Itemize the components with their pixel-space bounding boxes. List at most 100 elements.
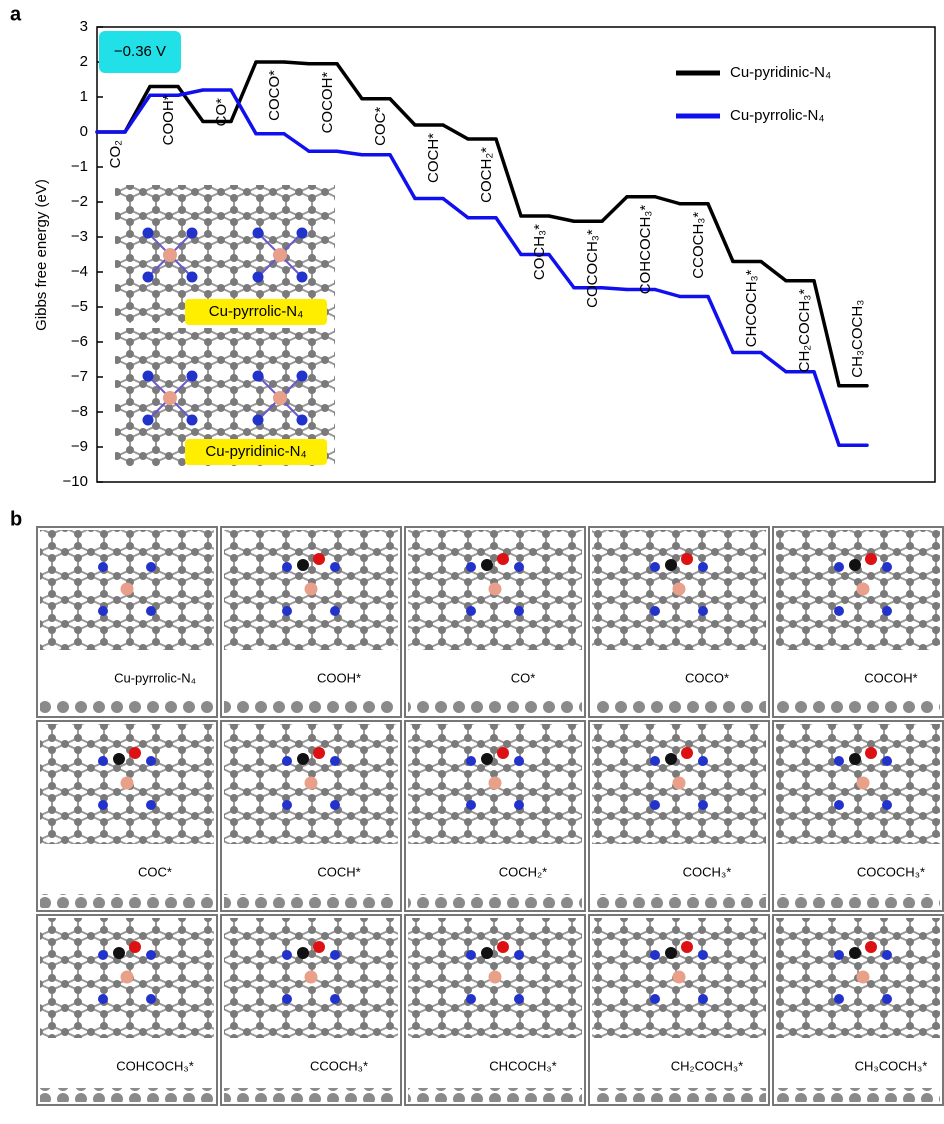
carbon-atom: [849, 947, 861, 959]
cell-label: CH₃COCH₃*: [855, 1058, 928, 1073]
side-view: [224, 1088, 398, 1102]
oxygen-atom: [129, 941, 141, 953]
figure: a b Gibbs free energy (eV) −10−9−8−7−6−5…: [0, 0, 944, 1124]
copper-atom: [489, 583, 502, 596]
step-label: COCH*: [425, 133, 442, 183]
y-tick-label: −8: [71, 403, 88, 420]
panel-letter: b: [10, 508, 22, 530]
connector: [390, 155, 415, 199]
copper-atom: [673, 583, 686, 596]
nitrogen-atom: [698, 994, 708, 1004]
nitrogen-atom: [146, 756, 156, 766]
nitrogen-atom: [98, 994, 108, 1004]
nitrogen-atom: [698, 756, 708, 766]
connector: [125, 95, 150, 132]
connector: [708, 297, 733, 353]
connector: [496, 218, 521, 255]
nitrogen-atom: [650, 800, 660, 810]
inset-label: Cu-pyrrolic-N₄: [209, 303, 303, 320]
step-label: COOH*: [160, 94, 177, 145]
step-label: COHCOCH₃*: [637, 205, 654, 295]
cell-label: COCH*: [317, 864, 360, 879]
step-label: CO₂: [107, 140, 124, 169]
connector: [284, 62, 309, 64]
nitrogen-atom: [330, 562, 340, 572]
nitrogen-atom: [882, 562, 892, 572]
legend-label: Cu-pyridinic-N₄: [730, 64, 831, 81]
cell-label: COCH₂*: [499, 864, 547, 879]
nitrogen-atom: [98, 606, 108, 616]
nitrogen-atom: [143, 228, 154, 239]
oxygen-atom: [313, 747, 325, 759]
carbon-atom: [297, 753, 309, 765]
nitrogen-atom: [146, 562, 156, 572]
nitrogen-atom: [297, 228, 308, 239]
connector: [549, 216, 574, 221]
nitrogen-atom: [650, 756, 660, 766]
nitrogen-atom: [834, 950, 844, 960]
step-label: COCOH*: [319, 72, 336, 134]
y-tick-label: −7: [71, 368, 88, 385]
nitrogen-atom: [253, 415, 264, 426]
step-label: COC*: [372, 107, 389, 146]
oxygen-atom: [497, 747, 509, 759]
copper-atom: [305, 777, 318, 790]
step-label: CH₃COCH₃: [849, 300, 866, 378]
oxygen-atom: [497, 553, 509, 565]
copper-atom: [489, 971, 502, 984]
step-label: CCOCH₃*: [690, 212, 707, 279]
y-tick-label: −4: [71, 263, 88, 280]
nitrogen-atom: [146, 950, 156, 960]
nitrogen-atom: [698, 562, 708, 572]
nitrogen-atom: [297, 272, 308, 283]
nitrogen-atom: [143, 415, 154, 426]
y-tick-label: −9: [71, 438, 88, 455]
oxygen-atom: [129, 747, 141, 759]
oxygen-atom: [313, 553, 325, 565]
nitrogen-atom: [330, 800, 340, 810]
nitrogen-atom: [143, 371, 154, 382]
nitrogen-atom: [146, 606, 156, 616]
oxygen-atom: [865, 747, 877, 759]
step-label: CH₂COCH₃*: [796, 289, 813, 373]
nitrogen-atom: [297, 415, 308, 426]
side-view: [592, 1088, 766, 1102]
nitrogen-atom: [282, 562, 292, 572]
copper-atom: [163, 391, 177, 405]
nitrogen-atom: [834, 994, 844, 1004]
side-view: [776, 1088, 940, 1102]
nitrogen-atom: [882, 606, 892, 616]
y-tick-label: −6: [71, 333, 88, 350]
side-view: [40, 700, 214, 714]
nitrogen-atom: [98, 950, 108, 960]
y-tick-label: 1: [80, 88, 88, 105]
carbon-atom: [665, 753, 677, 765]
inset-label: Cu-pyridinic-N₄: [205, 443, 306, 460]
connector: [496, 139, 521, 216]
nitrogen-atom: [282, 950, 292, 960]
y-tick-label: −3: [71, 228, 88, 245]
cell-label: COCOH*: [864, 670, 917, 685]
cell-label: COCOCH₃*: [857, 864, 925, 879]
nitrogen-atom: [466, 994, 476, 1004]
oxygen-atom: [313, 941, 325, 953]
nitrogen-atom: [98, 562, 108, 572]
copper-atom: [857, 583, 870, 596]
connector: [761, 262, 786, 281]
connector: [443, 199, 468, 218]
connector: [814, 281, 839, 386]
nitrogen-atom: [187, 415, 198, 426]
connector: [655, 197, 680, 204]
nitrogen-atom: [650, 994, 660, 1004]
copper-atom: [857, 971, 870, 984]
carbon-atom: [481, 559, 493, 571]
nitrogen-atom: [834, 562, 844, 572]
oxygen-atom: [865, 941, 877, 953]
nitrogen-atom: [282, 756, 292, 766]
nitrogen-atom: [466, 950, 476, 960]
cell-label: COOH*: [317, 670, 361, 685]
cell-label: COCO*: [685, 670, 729, 685]
nitrogen-atom: [282, 994, 292, 1004]
nitrogen-atom: [514, 606, 524, 616]
copper-atom: [273, 248, 287, 262]
